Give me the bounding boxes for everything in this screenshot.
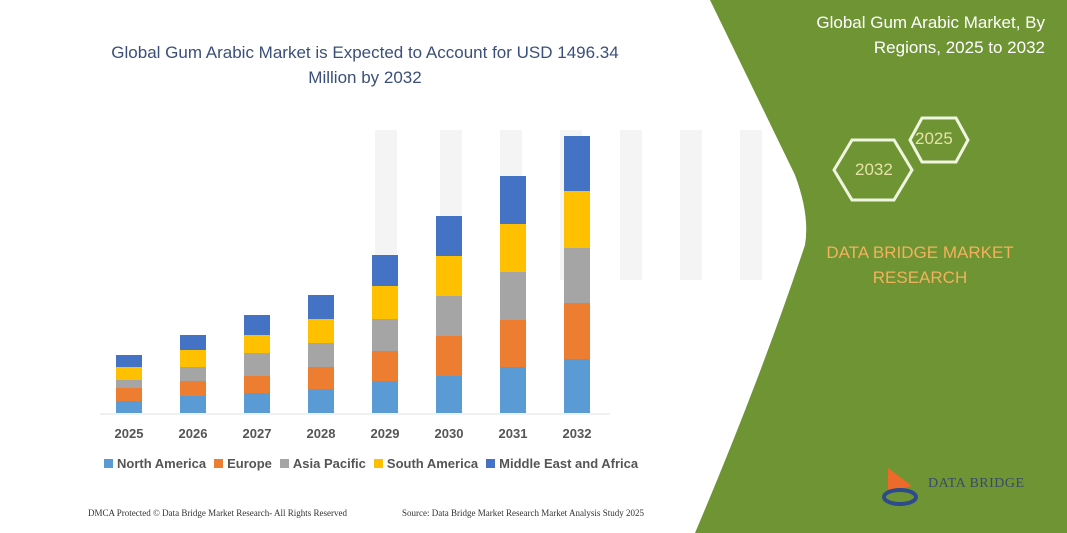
legend-label: South America (386, 456, 479, 471)
legend: North America Europe Asia Pacific South Ame… (104, 456, 638, 471)
bar-segment-2031-europe (500, 320, 526, 367)
legend-label: Europe (227, 456, 272, 471)
bar-segment-2025-middle-east-and-africa (116, 355, 142, 367)
footer-copyright: DMCA Protected © Data Bridge Market Rese… (88, 508, 348, 518)
bar-segment-2027-middle-east-and-africa (244, 315, 270, 335)
bar-segment-2025-asia-pacific (116, 380, 142, 388)
legend-label: North America (117, 456, 207, 471)
hex-label-2032: 2032 (855, 160, 893, 179)
legend-swatch (279, 459, 289, 468)
legend-label: Asia Pacific (292, 456, 366, 471)
x-tick-label: 2031 (498, 426, 528, 441)
bar-segment-2028-europe (308, 367, 334, 389)
bar-segment-2031-asia-pacific (500, 272, 526, 320)
hexagon-2025 (908, 116, 970, 164)
bar-segment-2032-north-america (564, 359, 590, 413)
bar-segment-2032-middle-east-and-africa (564, 136, 590, 191)
chart-title: Global Gum Arabic Market is Expected to … (111, 43, 619, 87)
brand-text: DATA BRIDGE MARKET RESEARCH (826, 243, 1014, 287)
x-tick-label: 2032 (562, 426, 592, 441)
bar-segment-2027-asia-pacific (244, 353, 270, 376)
x-tick-label: 2030 (434, 426, 464, 441)
bar-segment-2029-north-america (372, 381, 398, 413)
bar-segment-2029-asia-pacific (372, 319, 398, 351)
x-tick-label: 2026 (178, 426, 208, 441)
legend-swatch (373, 459, 383, 468)
bar-segment-2028-south-america (308, 319, 334, 343)
bar-segment-2025-north-america (116, 401, 142, 413)
bar-segment-2025-south-america (116, 367, 142, 380)
logo-icon (882, 468, 918, 506)
x-tick-label: 2028 (306, 426, 336, 441)
bar-segment-2026-north-america (180, 396, 206, 413)
bar-segment-2031-middle-east-and-africa (500, 176, 526, 224)
legend-swatch (104, 459, 113, 468)
bar-segment-2032-south-america (564, 191, 590, 248)
legend-swatch (486, 459, 496, 468)
bar-segment-2026-europe (180, 381, 206, 396)
legend-item: South America (373, 456, 479, 471)
bar-segment-2031-south-america (500, 224, 526, 272)
bar-segment-2026-south-america (180, 350, 206, 367)
bar-segment-2030-north-america (436, 376, 462, 413)
footer-source: Source: Data Bridge Market Research Mark… (402, 508, 644, 518)
bar-segment-2028-north-america (308, 389, 334, 413)
bar-segment-2026-asia-pacific (180, 367, 206, 381)
legend-item: North America (104, 456, 206, 471)
bar-segment-2027-north-america (244, 393, 270, 413)
legend-label: Middle East and Africa (499, 456, 639, 471)
bar-segment-2027-europe (244, 376, 270, 393)
panel-title: Global Gum Arabic Market, By Regions, 20… (816, 13, 1045, 57)
bar-segment-2026-middle-east-and-africa (180, 335, 206, 350)
bar-segment-2025-europe (116, 388, 142, 401)
bar-segment-2032-europe (564, 303, 590, 359)
bar-segment-2029-south-america (372, 286, 398, 319)
bar-segment-2030-asia-pacific (436, 296, 462, 336)
bar-segment-2029-europe (372, 351, 398, 381)
x-tick-label: 2029 (370, 426, 400, 441)
bar-segment-2030-europe (436, 336, 462, 376)
x-tick-label: 2027 (242, 426, 272, 441)
legend-swatch (214, 459, 224, 468)
bar-segment-2029-middle-east-and-africa (372, 255, 398, 286)
bar-segment-2031-north-america (500, 367, 526, 413)
x-tick-label: 2025 (114, 426, 144, 441)
bar-segment-2028-middle-east-and-africa (308, 295, 334, 319)
logo-text: DATA BRIDGE (928, 476, 1025, 491)
hexagon-2032 (832, 138, 914, 202)
bar-segment-2028-asia-pacific (308, 343, 334, 367)
hex-label-2025: 2025 (915, 129, 953, 148)
bar-segment-2027-south-america (244, 335, 270, 353)
legend-item: Europe (214, 456, 272, 471)
bar-segment-2030-middle-east-and-africa (436, 216, 462, 256)
legend-item: Asia Pacific (279, 456, 366, 471)
bar-segment-2032-asia-pacific (564, 248, 590, 303)
legend-item: Middle East and Africa (486, 456, 638, 471)
side-panel (695, 0, 1067, 533)
bar-segment-2030-south-america (436, 256, 462, 296)
